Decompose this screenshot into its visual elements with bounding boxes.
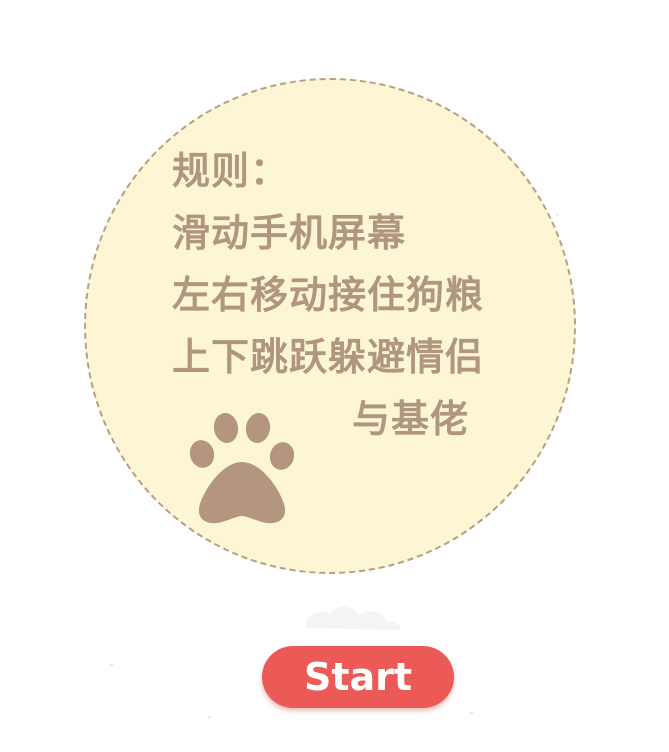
paw-print-icon (189, 413, 295, 524)
rules-line-4: 与基佬 (352, 397, 470, 441)
speck-decoration (110, 664, 113, 666)
rules-title: 规则： (172, 149, 290, 193)
rules-text: 规则： 滑动手机屏幕 左右移动接住狗粮 上下跳跃躲避情侣 与基佬 (172, 140, 484, 450)
speck-decoration (208, 716, 211, 718)
rules-line-3: 上下跳跃躲避情侣 (172, 335, 485, 379)
rules-panel (84, 78, 576, 574)
rules-line-2: 左右移动接住狗粮 (172, 273, 485, 317)
speck-decoration (470, 712, 473, 714)
start-button[interactable]: Start (262, 646, 454, 708)
rules-line-1: 滑动手机屏幕 (172, 211, 407, 255)
cloud-decoration (305, 606, 401, 630)
speck-decoration (556, 214, 559, 216)
